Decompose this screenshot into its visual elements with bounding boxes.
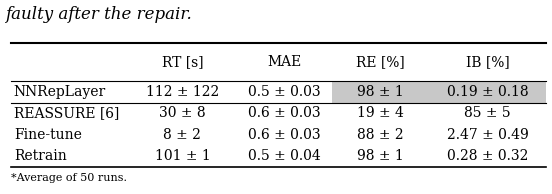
Text: 0.5 ± 0.03: 0.5 ± 0.03 [248, 85, 320, 99]
Text: 98 ± 1: 98 ± 1 [357, 149, 404, 163]
Text: REASSURE [6]: REASSURE [6] [14, 107, 119, 120]
Text: 30 ± 8: 30 ± 8 [159, 107, 206, 120]
Text: 8 ± 2: 8 ± 2 [163, 128, 201, 142]
Text: 0.6 ± 0.03: 0.6 ± 0.03 [248, 107, 320, 120]
Text: *Average of 50 runs.: *Average of 50 runs. [11, 173, 127, 183]
Text: NNRepLayer: NNRepLayer [14, 85, 106, 99]
Text: IB [%]: IB [%] [466, 55, 509, 69]
Text: faulty after the repair.: faulty after the repair. [6, 6, 192, 23]
Text: RE [%]: RE [%] [356, 55, 405, 69]
Text: 112 ± 122: 112 ± 122 [146, 85, 219, 99]
Text: Fine-tune: Fine-tune [14, 128, 82, 142]
Text: 88 ± 2: 88 ± 2 [357, 128, 404, 142]
Text: RT [s]: RT [s] [162, 55, 203, 69]
Text: 0.5 ± 0.04: 0.5 ± 0.04 [248, 149, 321, 163]
Text: MAE: MAE [267, 55, 301, 69]
Text: 101 ± 1: 101 ± 1 [155, 149, 210, 163]
Text: 19 ± 4: 19 ± 4 [357, 107, 404, 120]
Text: 0.19 ± 0.18: 0.19 ± 0.18 [447, 85, 528, 99]
Text: Retrain: Retrain [14, 149, 67, 163]
Text: 85 ± 5: 85 ± 5 [464, 107, 511, 120]
Text: 0.28 ± 0.32: 0.28 ± 0.32 [447, 149, 528, 163]
Text: 2.47 ± 0.49: 2.47 ± 0.49 [447, 128, 528, 142]
Text: 0.6 ± 0.03: 0.6 ± 0.03 [248, 128, 320, 142]
Text: 98 ± 1: 98 ± 1 [357, 85, 404, 99]
